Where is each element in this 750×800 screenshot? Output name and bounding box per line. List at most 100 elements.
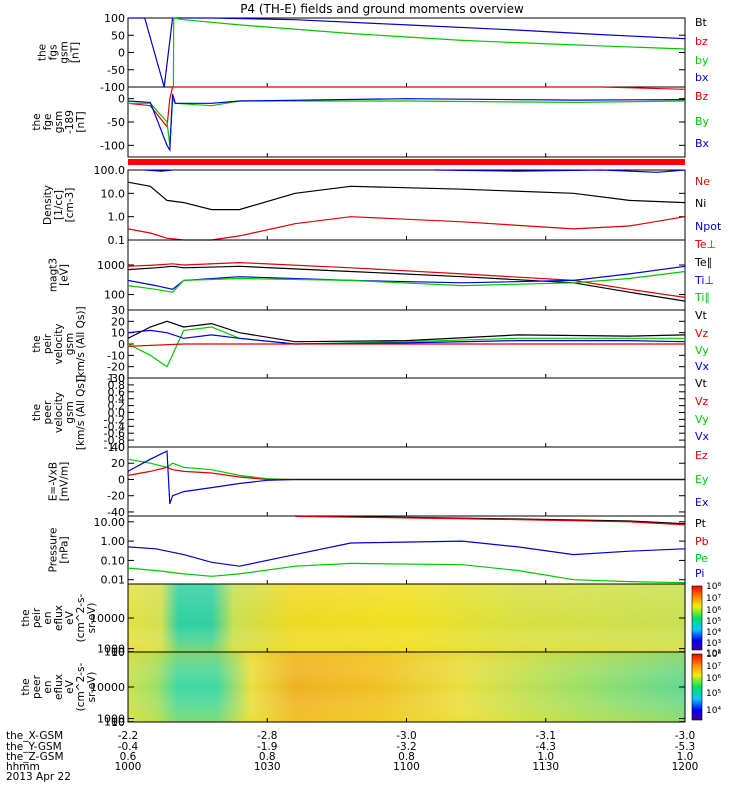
legend-entry: Ne bbox=[695, 175, 710, 188]
y-tick-label: 0 bbox=[118, 473, 125, 486]
legend-entry: Bt bbox=[695, 16, 708, 29]
y-tick-label: -30 bbox=[107, 372, 125, 385]
y-tick-label: 0.0 bbox=[108, 407, 126, 420]
y-tick-label: -50 bbox=[107, 64, 125, 77]
y-axis-label-line: gsm bbox=[59, 41, 71, 63]
legend-entry: Pt bbox=[695, 517, 707, 530]
y-tick-label: -0.2 bbox=[104, 413, 125, 426]
y-tick-label: 1.0 bbox=[108, 372, 126, 385]
series-line-blue bbox=[434, 169, 686, 173]
series-line-red bbox=[295, 515, 686, 526]
y-tick-label: 1000 bbox=[97, 259, 125, 272]
y-tick-label: -10 bbox=[107, 349, 125, 362]
colorbar-tick-label: 10⁶ bbox=[706, 606, 721, 616]
y-axis-label: thefgegsm-189[nT] bbox=[31, 110, 87, 134]
panel-frame-5 bbox=[127, 377, 686, 448]
panel-frame-2 bbox=[127, 169, 686, 241]
legend-entry: By bbox=[695, 115, 710, 128]
y-axis-label-line: the bbox=[37, 44, 49, 61]
colorbar-tick-label: 10⁴ bbox=[706, 628, 721, 638]
panel-frame-7 bbox=[127, 515, 686, 585]
x-tick-label: 0.8 bbox=[259, 751, 276, 763]
colorbar-tick-label: 10⁸ bbox=[706, 582, 721, 592]
y-axis-label-line: the bbox=[20, 609, 32, 626]
y-axis-label: thefgsgsm[nT] bbox=[37, 41, 82, 63]
y-axis-label-line: (cm^2-s- bbox=[75, 593, 87, 642]
y-axis-label: thepeirvelocitygsm[km/s (All Qs)] bbox=[31, 306, 87, 381]
series-line-green bbox=[127, 326, 685, 368]
x-tick-label: -3.0 bbox=[396, 730, 417, 742]
y-axis-label-line: peir bbox=[31, 607, 43, 628]
legend-entry: Te∥ bbox=[694, 256, 712, 269]
series-line-blue bbox=[144, 169, 173, 172]
series-line-red bbox=[127, 216, 686, 241]
y-tick-label: 0.8 bbox=[108, 379, 126, 392]
series-line-blue bbox=[128, 17, 686, 88]
y-axis-label-line: eV bbox=[64, 610, 76, 624]
y-tick-label: -0.8 bbox=[104, 434, 125, 447]
y-axis-label-line: Density bbox=[42, 185, 54, 225]
x-tick-label: -2.2 bbox=[118, 730, 139, 742]
panel-3: 1000 100 magt3[eV] Te⊥ Te∥ Ti⊥ Ti∥ bbox=[48, 238, 716, 311]
series-line-black bbox=[127, 320, 686, 343]
plot-title: P4 (TH-E) fields and ground moments over… bbox=[240, 2, 524, 16]
legend-entry: Bz bbox=[695, 90, 709, 103]
y-axis-label-line: en bbox=[42, 611, 54, 624]
y-axis-label-line: velocity bbox=[53, 323, 65, 364]
panel-frame-0 bbox=[127, 17, 686, 88]
y-tick-label: 100 bbox=[104, 289, 125, 302]
y-tick-label: 20 bbox=[111, 457, 125, 470]
colorbar-tick-label: 10⁵ bbox=[706, 689, 721, 699]
y-axis-label: Density[1/cc][cm-3] bbox=[42, 185, 76, 225]
legend-entry: Ti⊥ bbox=[694, 274, 714, 287]
legend-entry: Ti∥ bbox=[694, 291, 710, 304]
y-axis-label-line: peer bbox=[31, 674, 43, 699]
panel-frame-1 bbox=[127, 86, 686, 158]
panel-1: 0 -50 -100 thefgegsm-189[nT] Bz By Bx bbox=[31, 86, 710, 158]
y-tick-label: 100 bbox=[104, 716, 125, 729]
y-axis-label-line: [1/cc] bbox=[53, 190, 65, 220]
series-line-green bbox=[127, 562, 686, 584]
x-tick-label: 1200 bbox=[672, 761, 699, 773]
spectrogram-shade-8 bbox=[128, 584, 685, 652]
legend-entry: Npot bbox=[695, 220, 722, 233]
colorbar-tick-label: 10⁷ bbox=[706, 594, 721, 604]
x-tick-label: 1030 bbox=[254, 761, 281, 773]
y-axis-label: thepeirenefluxeV(cm^2-s-sr-eV) bbox=[20, 593, 98, 642]
y-tick-label: -0.6 bbox=[104, 427, 125, 440]
y-tick-label: -1.0 bbox=[104, 441, 125, 454]
y-axis-label-line: gsm bbox=[53, 111, 65, 133]
colorbar-tick-label: 10⁴ bbox=[706, 706, 721, 716]
y-axis-label: E=-VxB[mV/m] bbox=[48, 462, 71, 501]
y-axis-label-line: gsm bbox=[64, 401, 76, 423]
series-line-black bbox=[127, 265, 686, 302]
y-axis-label-line: sr-eV) bbox=[86, 672, 98, 703]
y-tick-label: 1.0 bbox=[108, 211, 126, 224]
y-tick-label: -0.4 bbox=[104, 420, 125, 433]
y-tick-label: 0.4 bbox=[108, 393, 126, 406]
series-line-green bbox=[172, 17, 686, 88]
legend-entry: Vy bbox=[695, 413, 709, 426]
x-axis-row-label: the_Y-GSM bbox=[6, 741, 62, 753]
legend-entry: Ez bbox=[695, 449, 708, 462]
series-line-red bbox=[127, 261, 686, 298]
y-axis-label-line: eflux bbox=[53, 605, 65, 631]
y-tick-label: 50 bbox=[111, 29, 125, 42]
y-axis-label-line: [cm-3] bbox=[64, 188, 76, 223]
series-line-blue bbox=[127, 540, 686, 567]
legend-entry: Vx bbox=[695, 360, 710, 373]
legend-entry: bz bbox=[695, 35, 708, 48]
y-axis-label-line: the bbox=[20, 678, 32, 695]
y-tick-label: 0 bbox=[118, 47, 125, 60]
x-axis-row-label: 2013 Apr 22 bbox=[6, 771, 71, 783]
y-axis-label-line: the bbox=[31, 113, 43, 130]
y-tick-label: -100 bbox=[100, 81, 125, 94]
panel-6: 40 20 0 -20 -40 E=-VxB[mV/m] Ez Ey Ex bbox=[48, 441, 709, 519]
y-tick-label: 10000 bbox=[90, 681, 125, 694]
y-axis-label-line: E=-VxB bbox=[48, 462, 60, 501]
y-axis-label-line: peir bbox=[42, 333, 54, 354]
y-axis-label-line: en bbox=[42, 680, 54, 693]
legend-entry: Bx bbox=[695, 137, 710, 150]
